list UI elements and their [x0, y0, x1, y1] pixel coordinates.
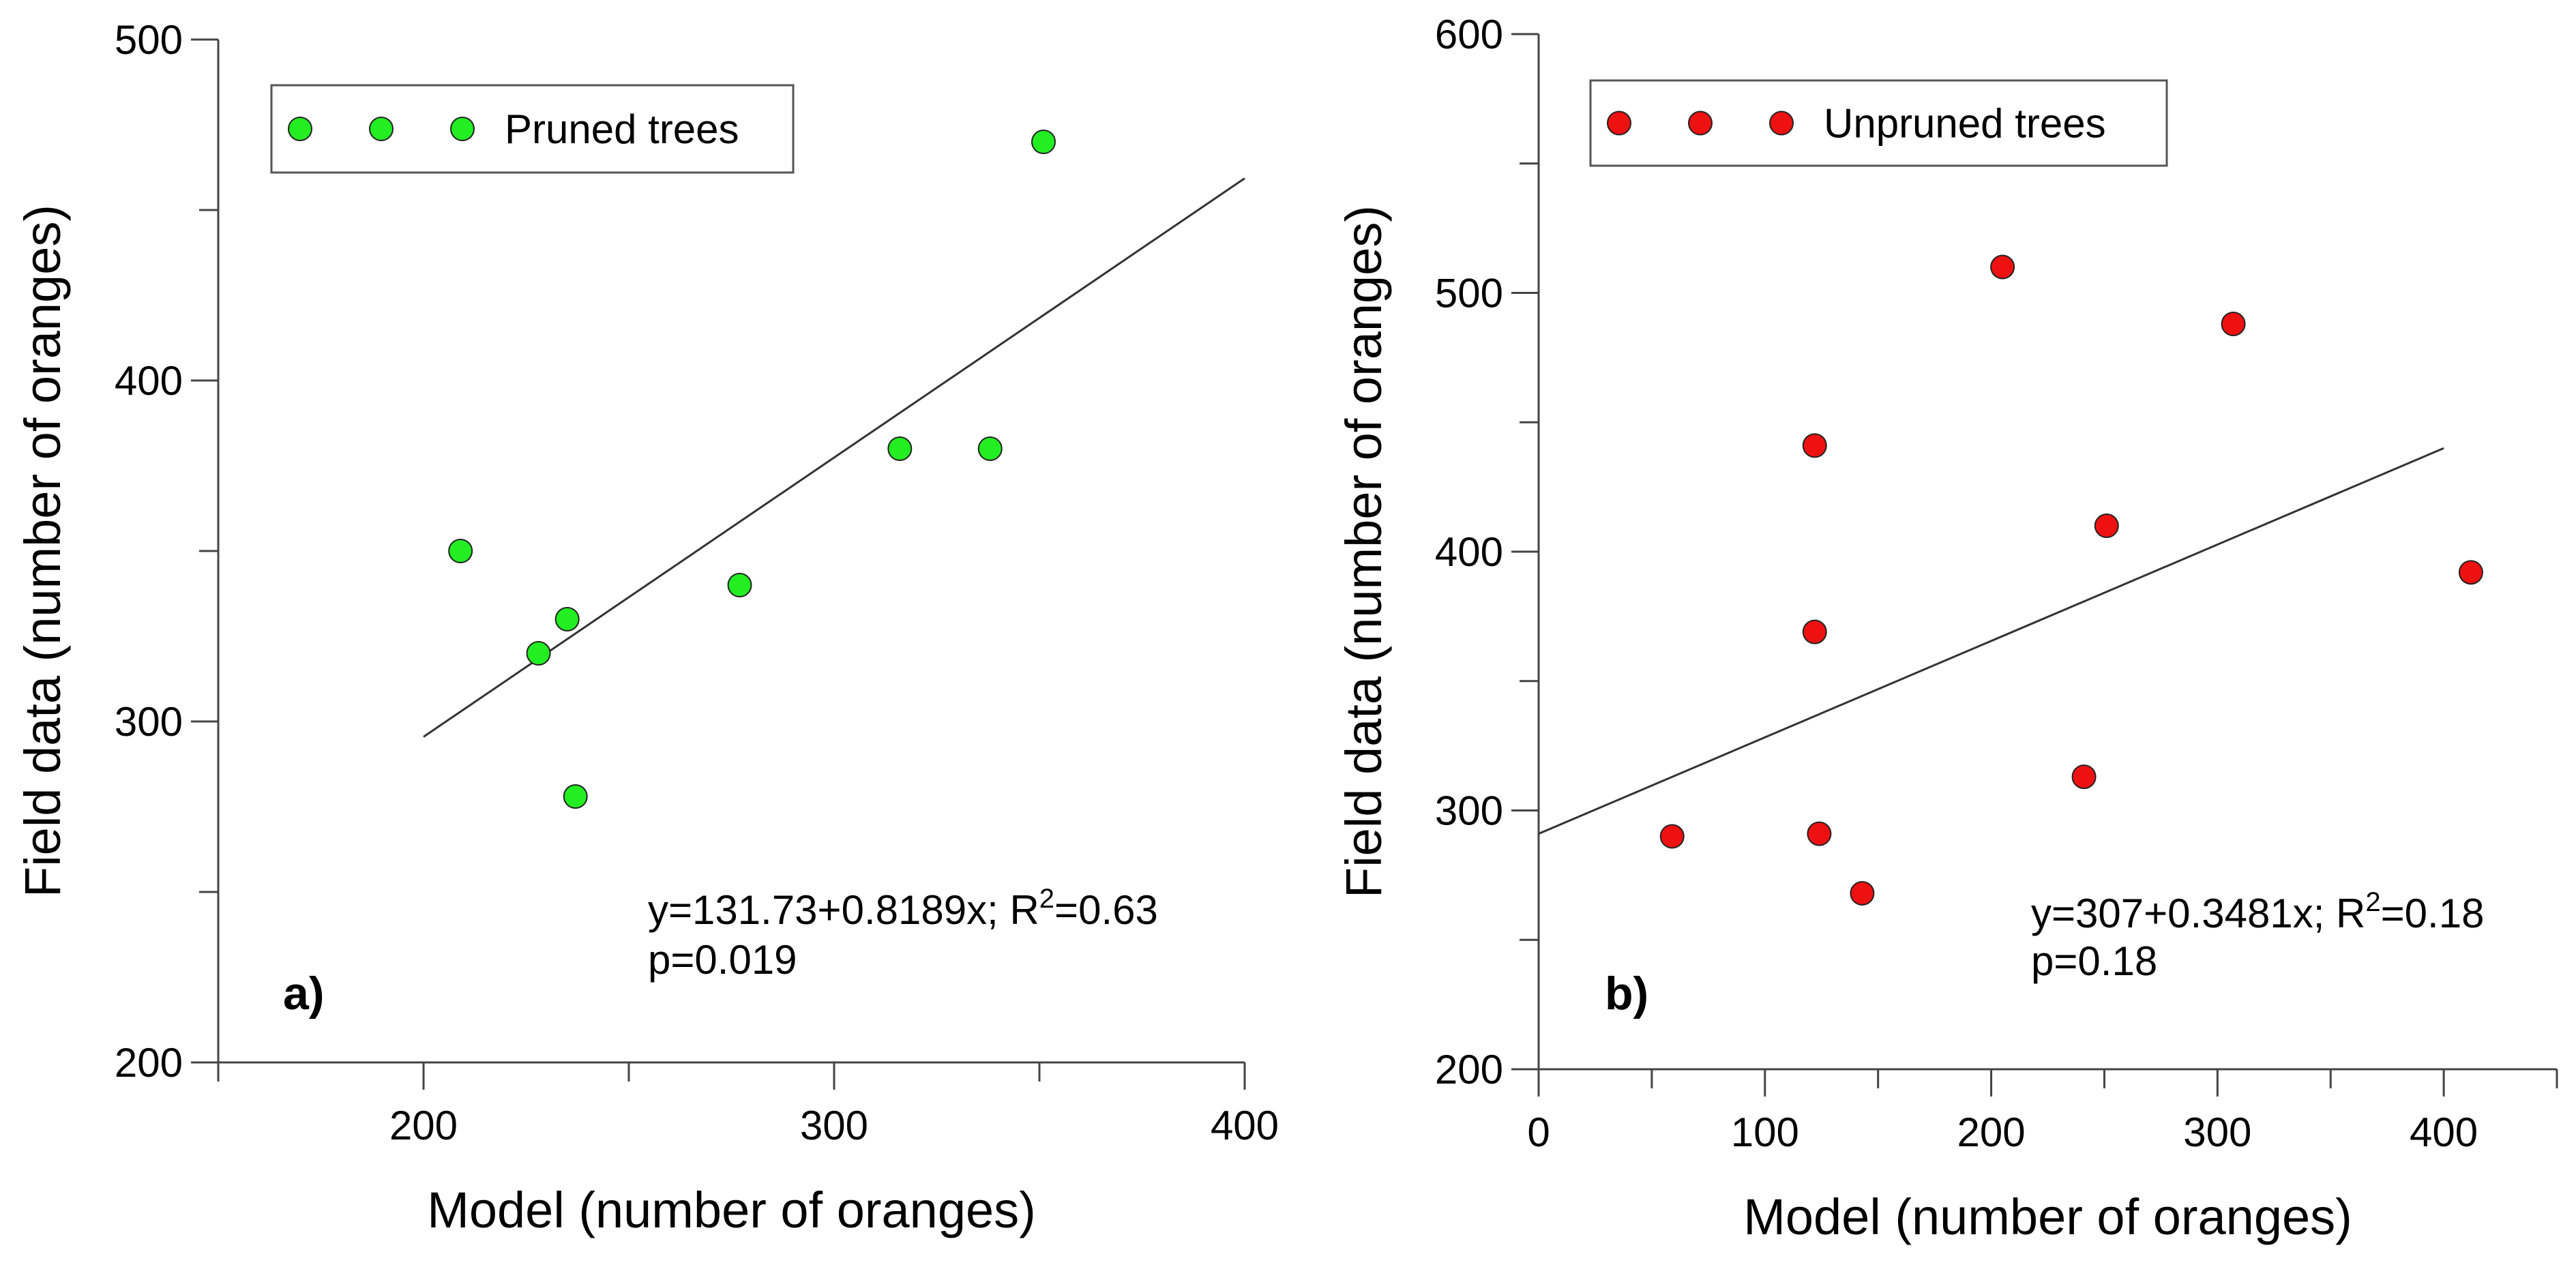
data-point — [727, 573, 752, 597]
r-squared-superscript: 2 — [2365, 887, 2380, 917]
y-tick-label: 400 — [115, 358, 183, 404]
legend-marker — [1688, 110, 1713, 136]
legend-marker — [288, 117, 312, 141]
data-point — [1802, 619, 1827, 644]
p-value-annotation: p=0.019 — [648, 937, 797, 983]
data-point — [1031, 130, 1056, 154]
data-point — [1659, 824, 1685, 849]
legend-box — [270, 84, 795, 174]
legend-box — [1589, 79, 2168, 167]
data-point — [1807, 821, 1832, 846]
data-point — [2094, 513, 2119, 539]
equation-text: y=307+0.3481x; R — [2031, 891, 2365, 936]
equation-annotation: y=131.73+0.8189x; R2=0.63 — [648, 884, 1158, 933]
y-tick-label: 200 — [1435, 1047, 1503, 1092]
y-tick-label: 300 — [115, 699, 183, 745]
data-point — [977, 436, 1003, 461]
data-point — [1850, 880, 1875, 906]
data-point — [2071, 764, 2097, 790]
y-tick-label: 400 — [1435, 529, 1503, 575]
data-point — [448, 539, 473, 563]
x-tick-label: 200 — [1957, 1109, 2026, 1155]
x-tick-label: 300 — [2183, 1109, 2251, 1155]
panel-a: 200 300 400 500 200 300 400 Model (number of or… — [14, 17, 1279, 1238]
x-tick-label: 0 — [1527, 1109, 1550, 1155]
legend-label: Unpruned trees — [1824, 101, 2106, 147]
data-point — [526, 641, 551, 666]
x-tick-label: 400 — [1211, 1103, 1279, 1148]
legend-marker — [1769, 110, 1794, 136]
y-tick-label: 500 — [1435, 271, 1503, 316]
panel-label: b) — [1605, 968, 1648, 1019]
r-squared-value: =0.63 — [1054, 887, 1158, 933]
panel-b: 200 300 400 500 600 0 100 200 300 400 Model (numbe… — [1335, 12, 2558, 1245]
legend-marker — [369, 117, 394, 141]
data-point — [563, 784, 588, 809]
y-tick-label: 600 — [1435, 12, 1503, 57]
data-point — [2458, 560, 2483, 585]
data-point — [1802, 433, 1827, 458]
r-squared-superscript: 2 — [1039, 884, 1054, 914]
x-tick-label: 100 — [1731, 1109, 1799, 1155]
legend-label: Pruned trees — [505, 106, 739, 152]
p-value-annotation: p=0.18 — [2031, 938, 2157, 984]
regression-line — [423, 177, 1245, 738]
y-axis-title: Field data (number of oranges) — [14, 205, 71, 897]
equation-annotation: y=307+0.3481x; R2=0.18 — [2031, 887, 2484, 936]
x-tick-label: 200 — [389, 1103, 458, 1148]
data-point — [887, 436, 913, 461]
y-tick-label: 500 — [115, 17, 183, 63]
x-axis-title: Model (number of oranges) — [427, 1182, 1036, 1238]
data-point — [1990, 254, 2015, 280]
x-tick-label: 400 — [2410, 1109, 2478, 1155]
y-tick-label: 200 — [115, 1040, 183, 1086]
regression-line — [1538, 447, 2444, 835]
x-tick-label: 300 — [800, 1103, 868, 1148]
legend-marker — [450, 117, 475, 141]
y-axis-title: Field data (number of oranges) — [1335, 205, 1392, 898]
data-point — [2221, 312, 2246, 337]
r-squared-value: =0.18 — [2381, 891, 2485, 936]
legend-marker — [1607, 110, 1631, 136]
panel-label: a) — [283, 968, 324, 1019]
data-point — [554, 607, 580, 631]
equation-text: y=131.73+0.8189x; R — [648, 887, 1039, 933]
y-tick-label: 300 — [1435, 788, 1503, 834]
x-axis-title: Model (number of oranges) — [1743, 1189, 2352, 1245]
